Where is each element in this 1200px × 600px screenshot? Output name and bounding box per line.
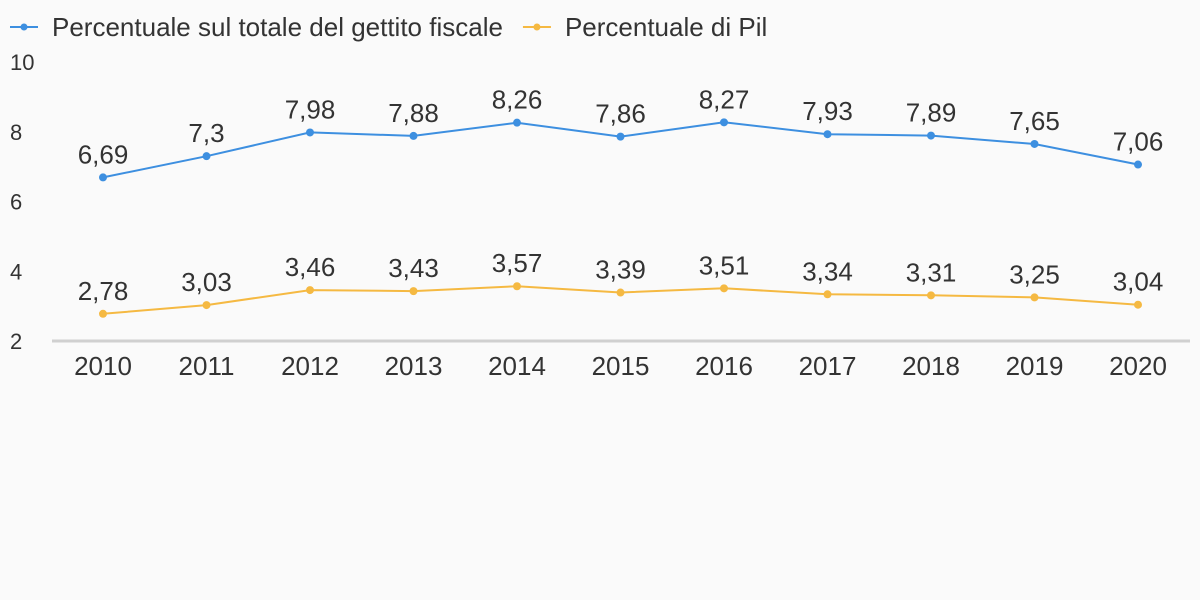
data-label: 3,31 [906,257,957,287]
y-tick-label: 4 [10,259,22,284]
y-tick-label: 6 [10,190,22,215]
x-tick-label: 2012 [281,351,339,381]
data-label: 3,39 [595,255,646,285]
x-tick-label: 2011 [179,351,235,381]
data-point [1030,139,1039,148]
data-point [720,118,728,127]
legend-dot-marker [533,23,541,31]
x-tick-label: 2019 [1006,351,1064,381]
series-0: 6,69 7,3 7,98 7,88 8,26 7,86 8,27 7,93 7,89 7,65 7… [78,84,1164,182]
chart-legend: Percentuale sul totale del gettito fisca… [10,12,767,42]
data-point [823,290,832,299]
data-point [1134,160,1142,169]
data-label: 7,98 [285,94,336,124]
data-label: 3,57 [492,248,543,278]
x-tick-label: 2016 [695,351,753,381]
x-tick-label: 2018 [902,351,960,381]
data-point [99,173,107,182]
data-label: 3,34 [802,256,853,286]
data-label: 3,43 [388,253,439,283]
data-label: 7,86 [595,99,646,129]
data-point [927,131,935,140]
legend-label: Percentuale di Pil [565,12,767,42]
data-point [306,128,314,137]
series-1: 2,78 3,03 3,46 3,43 3,57 3,39 3,51 3,34 3,31 3,25… [78,248,1164,318]
data-label: 7,93 [802,96,853,126]
data-label: 2,78 [78,276,129,306]
data-point [616,132,625,141]
data-label: 7,06 [1113,127,1164,157]
data-point [202,152,211,161]
series-line [102,121,1139,179]
data-point [99,309,107,318]
data-label: 6,69 [78,139,129,169]
data-point [202,301,211,310]
data-point [409,287,418,296]
y-axis: 2 4 6 8 10 [10,50,34,354]
legend-dot-marker [20,23,28,31]
data-point [409,131,418,140]
y-tick-label: 2 [10,329,22,354]
data-label: 3,46 [285,252,336,282]
data-point [1030,293,1039,302]
data-point [513,118,521,127]
x-tick-label: 2020 [1109,351,1167,381]
data-label: 7,89 [906,98,957,128]
data-label: 3,03 [181,267,232,297]
x-tick-label: 2014 [488,351,546,381]
data-label: 8,27 [699,84,750,114]
data-point [927,291,935,300]
legend-item-1: Percentuale di Pil [522,12,767,42]
data-label: 7,65 [1009,106,1060,136]
data-point [823,130,832,139]
legend-item-0: Percentuale sul totale del gettito fisca… [10,12,503,42]
x-tick-label: 2015 [592,351,650,381]
data-point [1134,300,1142,309]
chart-series: 6,69 7,3 7,98 7,88 8,26 7,86 8,27 7,93 7,89 7,65 7… [78,84,1164,318]
data-label: 3,04 [1113,267,1164,297]
data-label: 3,51 [699,250,750,280]
data-label: 7,88 [388,98,439,128]
data-label: 7,3 [188,118,224,148]
data-point [720,284,728,293]
data-point [306,286,314,295]
y-tick-label: 8 [10,120,22,145]
data-label: 3,25 [1009,259,1060,289]
x-tick-label: 2010 [74,351,132,381]
data-point [513,282,521,291]
x-axis: 2010 2011 2012 2013 2014 2015 2016 2017 2018 2019… [52,339,1190,381]
x-tick-label: 2013 [385,351,443,381]
y-tick-label: 10 [10,50,34,75]
x-tick-label: 2017 [799,351,857,381]
legend-label: Percentuale sul totale del gettito fisca… [52,12,503,42]
data-point [616,288,625,297]
data-label: 8,26 [492,85,543,115]
